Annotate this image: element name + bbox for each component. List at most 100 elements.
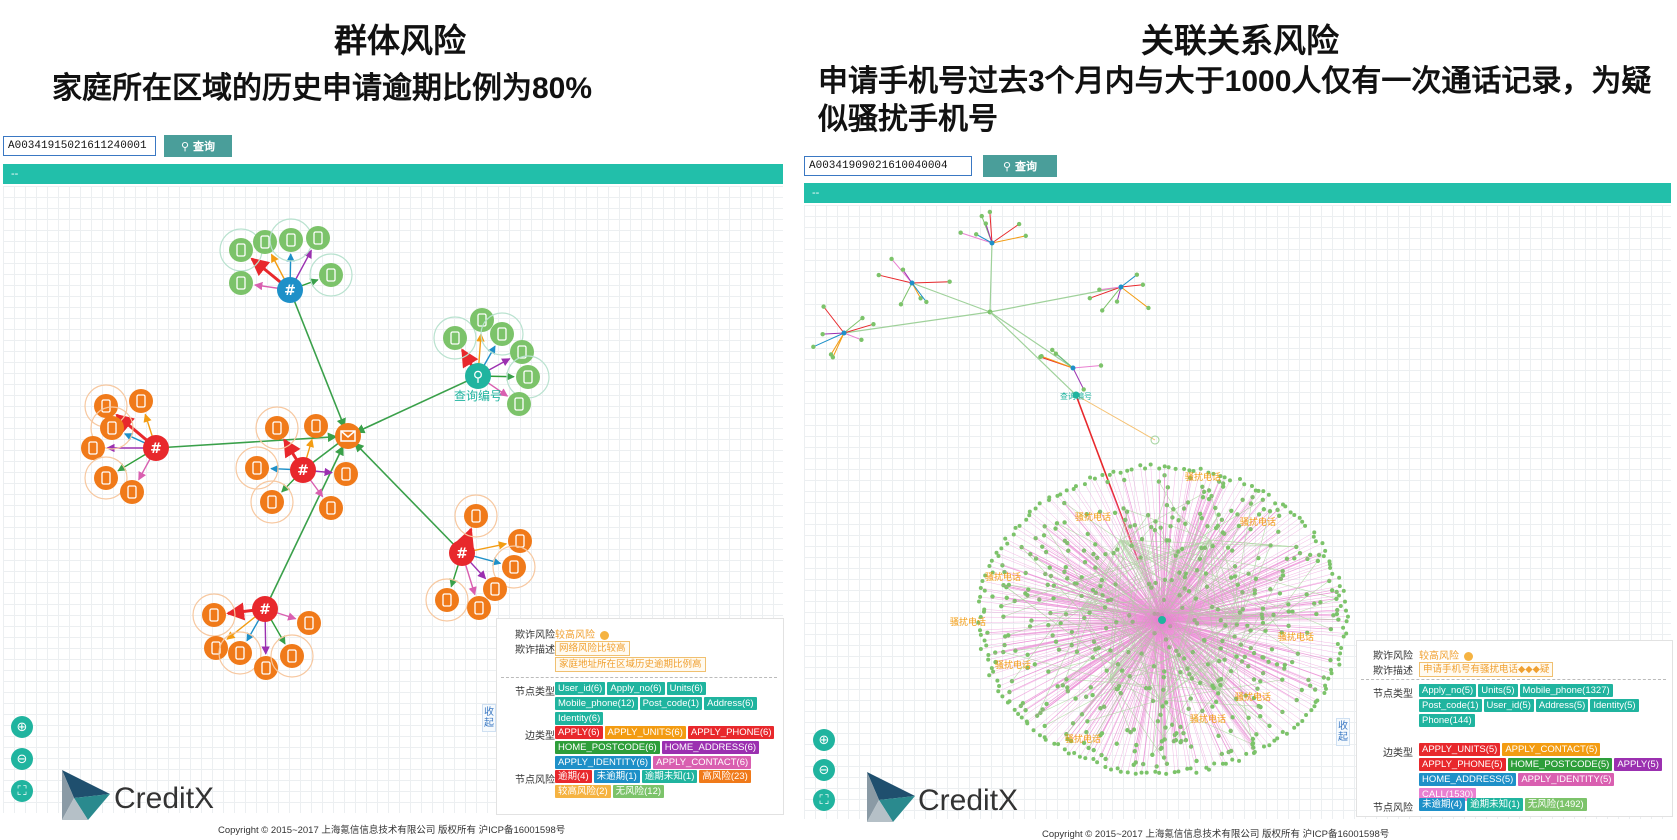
node-risk-tag[interactable]: 未逾期(4) xyxy=(1419,798,1465,811)
phone-node xyxy=(1113,511,1117,515)
phone-node xyxy=(1109,767,1113,771)
phone-node xyxy=(1289,510,1293,514)
phone-node xyxy=(1304,713,1308,717)
phone-node xyxy=(1027,513,1031,517)
phone-node xyxy=(1115,742,1119,746)
tree-leaf-node xyxy=(980,214,984,218)
phone-node xyxy=(1154,764,1158,768)
phone-node xyxy=(1262,507,1266,511)
phone-node xyxy=(1005,542,1009,546)
fullscreen-icon[interactable]: ⛶ xyxy=(813,789,835,811)
node-type-tag[interactable]: Mobile_phone(1327) xyxy=(1520,684,1613,697)
phone-node xyxy=(1272,739,1276,743)
phone-node xyxy=(1281,730,1285,734)
phone-node xyxy=(1314,539,1318,543)
phone-node xyxy=(1337,663,1341,667)
right-node-risk-tags: 未逾期(4)逾期未知(1)无风险(1492) xyxy=(1419,798,1667,813)
phone-node xyxy=(1251,737,1255,741)
phone-node xyxy=(1016,712,1020,716)
edge-type-tag[interactable]: APPLY_UNITS(5) xyxy=(1419,743,1500,756)
node-type-tag[interactable]: Identity(5) xyxy=(1590,699,1638,712)
tree-leaf-edge xyxy=(844,324,873,333)
phone-node xyxy=(1025,653,1029,657)
phone-node xyxy=(1130,468,1134,472)
phone-node xyxy=(1078,755,1082,759)
phone-node xyxy=(1143,467,1147,471)
phone-node xyxy=(1053,526,1057,530)
phone-node xyxy=(1337,594,1341,598)
phone-node xyxy=(1095,760,1099,764)
edge-type-tag[interactable]: HOME_ADDRESS(5) xyxy=(1419,773,1516,786)
phone-node xyxy=(1346,615,1350,619)
edge-type-tag[interactable]: HOME_POSTCODE(5) xyxy=(1508,758,1613,771)
phone-node xyxy=(1083,482,1087,486)
phone-node xyxy=(1187,468,1191,472)
edge-type-tag[interactable]: APPLY_IDENTITY(5) xyxy=(1518,773,1614,786)
phone-node xyxy=(1250,484,1254,488)
edge-type-tag[interactable]: APPLY(5) xyxy=(1614,758,1662,771)
right-copyright: Copyright © 2015~2017 上海氪信信息技术有限公司 版权所有 … xyxy=(1042,826,1389,840)
tree-edge xyxy=(990,312,1076,395)
edge-type-tag[interactable]: APPLY_CONTACT(5) xyxy=(1502,743,1600,756)
tree-leaf-edge xyxy=(901,283,912,304)
phone-node xyxy=(999,604,1003,608)
phone-node xyxy=(1165,762,1169,766)
node-type-tag[interactable]: Units(5) xyxy=(1478,684,1517,697)
tree-leaf-node xyxy=(984,221,988,225)
tree-leaf-node xyxy=(1146,306,1150,310)
node-type-tag[interactable]: Post_code(1) xyxy=(1419,699,1482,712)
cluster-label: 骚扰电话 xyxy=(1185,471,1221,483)
tree-leaf-node xyxy=(829,352,833,356)
phone-node xyxy=(1167,465,1171,469)
node-type-tag[interactable]: User_id(5) xyxy=(1484,699,1534,712)
tree-leaf-edge xyxy=(912,282,950,283)
phone-node xyxy=(1330,572,1334,576)
node-risk-tag[interactable]: 无风险(1492) xyxy=(1525,798,1587,811)
phone-node xyxy=(979,647,983,651)
tree-edge xyxy=(1076,395,1155,440)
phone-node xyxy=(1083,756,1087,760)
right-collapse-tab[interactable]: 收起 xyxy=(1336,718,1350,746)
node-type-tag[interactable]: Apply_no(5) xyxy=(1419,684,1476,697)
node-type-tag[interactable]: Phone(144) xyxy=(1419,714,1475,727)
cluster-label: 骚扰电话 xyxy=(1278,631,1314,643)
tree-leaf-node xyxy=(1100,308,1104,312)
zoom-in-icon[interactable]: ⊕ xyxy=(813,729,835,751)
phone-node xyxy=(983,639,987,643)
risk-dot-icon xyxy=(1464,652,1473,661)
phone-node xyxy=(997,684,1001,688)
phone-node xyxy=(1159,746,1163,750)
phone-node xyxy=(1058,492,1062,496)
creditx-logo-icon xyxy=(865,770,917,824)
phone-node xyxy=(1005,596,1009,600)
phone-node xyxy=(1223,475,1227,479)
phone-node xyxy=(1091,757,1095,761)
right-fraud-desc-item: 申请手机号有骚扰电话◆◆◆疑 xyxy=(1419,662,1553,677)
right-node-type-label: 节点类型 xyxy=(1373,685,1413,700)
phone-node xyxy=(1163,464,1167,468)
phone-node xyxy=(999,546,1003,550)
zoom-out-icon[interactable]: ⊖ xyxy=(813,759,835,781)
tree-leaf-edge xyxy=(1052,350,1073,368)
phone-node xyxy=(1327,579,1331,583)
phone-node xyxy=(1141,762,1145,766)
tree-leaf-node xyxy=(871,322,875,326)
phone-node xyxy=(1119,471,1123,475)
phone-node xyxy=(1138,463,1142,467)
edge-type-tag[interactable]: APPLY_PHONE(5) xyxy=(1419,758,1506,771)
phone-node xyxy=(1204,571,1208,575)
phone-node xyxy=(1103,757,1107,761)
tree-leaf-node xyxy=(1039,354,1043,358)
sub-edge xyxy=(1152,700,1160,755)
phone-node xyxy=(1285,732,1289,736)
tree-leaf-edge xyxy=(1121,287,1148,308)
phone-node xyxy=(1273,501,1277,505)
cluster-label: 骚扰电话 xyxy=(950,616,986,628)
phone-node xyxy=(1230,758,1234,762)
phone-node xyxy=(987,564,991,568)
phone-node xyxy=(983,589,987,593)
node-risk-tag[interactable]: 逾期未知(1) xyxy=(1467,798,1523,811)
tree-leaf-node xyxy=(958,231,962,235)
phone-node xyxy=(1339,604,1343,608)
node-type-tag[interactable]: Address(5) xyxy=(1536,699,1588,712)
